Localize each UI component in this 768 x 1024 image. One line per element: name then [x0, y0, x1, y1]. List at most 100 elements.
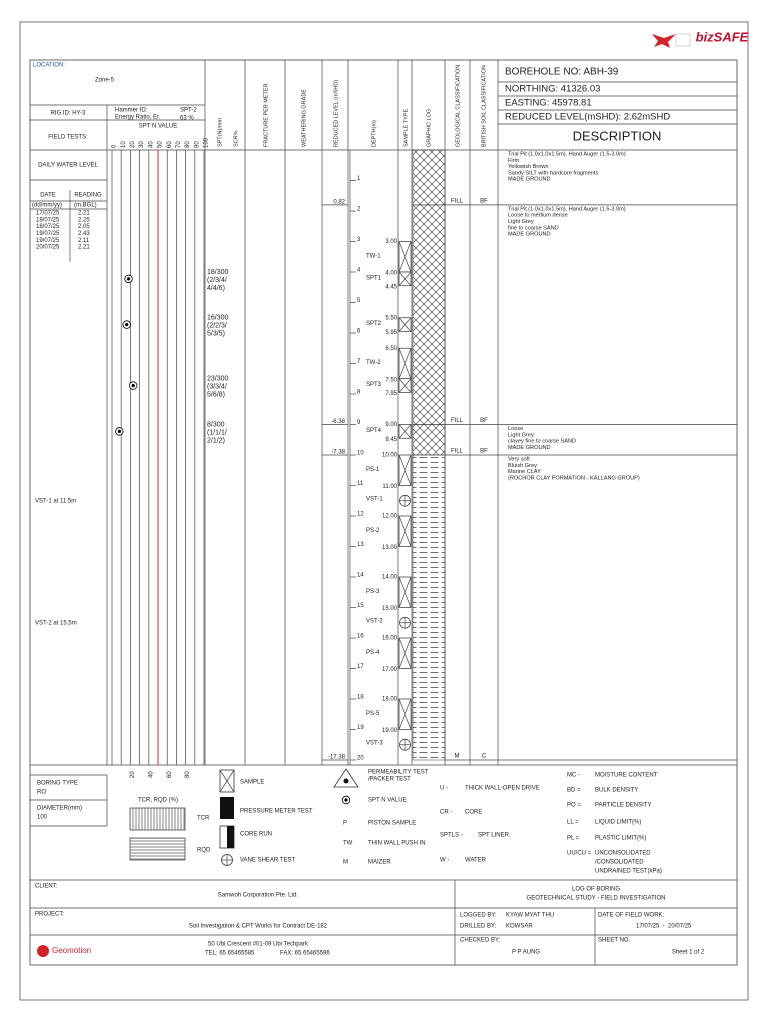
description-line: fine to coarse SAND	[508, 225, 559, 231]
symbol	[398, 515, 412, 547]
spt-tick-label: 10	[121, 141, 127, 148]
label: TW	[343, 841, 353, 847]
sample-name: TW-1	[366, 253, 381, 259]
graphic-log	[412, 424, 446, 456]
spt-blows: 2/1/2)	[207, 437, 225, 444]
label: UNCONSOLIDATED	[595, 851, 651, 857]
spt-point-dot	[125, 323, 129, 327]
spt-tick-label: 90	[194, 141, 200, 148]
description-line: clayey fine to coarse SAND	[508, 439, 576, 445]
label: PISTON SAMPLE	[368, 821, 416, 827]
label: CORE	[465, 810, 482, 816]
label: BD =	[567, 788, 581, 794]
depth-tick-label: 19	[357, 725, 364, 731]
sample-top: 14.00	[382, 575, 398, 581]
depth-tick-label: 5	[357, 298, 361, 304]
description-line: Loose to medium dense	[508, 213, 568, 219]
sample-name: PS-5	[366, 711, 380, 717]
symbol	[219, 769, 235, 793]
column-header: BRITISH SOIL CLASSIFICATION	[481, 65, 487, 147]
sample-top: 5.50	[385, 315, 397, 321]
field-tests: FIELD TESTS:	[48, 135, 88, 141]
spt-tick-label: 50	[158, 141, 164, 148]
legend-symbol-label: VANE SHEAR TEST	[240, 858, 295, 864]
water-reading: 2.11	[78, 238, 90, 244]
depth-tick-label: 4	[357, 268, 361, 274]
label: /CONSOLIDATED	[595, 860, 644, 866]
sample-top: 16.00	[382, 636, 398, 642]
label: UNDRAINED TEST(kPa)	[595, 869, 662, 875]
description-line: Sandy SILT with hardcore fragments	[508, 170, 598, 176]
label: SHEET NO.	[598, 938, 631, 944]
sample-top: 12.00	[382, 514, 398, 520]
label: THICK WALL-OPEN DRIVE	[465, 786, 540, 792]
label: KYAW MYAT THU	[506, 913, 554, 919]
symbol	[398, 698, 412, 730]
depth-tick-label: 16	[357, 634, 364, 640]
spt-tick-label: 80	[185, 141, 191, 148]
water-reading: 2.21	[78, 211, 90, 217]
graphic-log	[412, 454, 446, 761]
depth-tick-label: 6	[357, 329, 361, 335]
label: SPTLS -	[440, 833, 463, 839]
label: P P AUNG	[512, 950, 540, 956]
symbol	[398, 378, 412, 393]
water-date: 18/07/25	[36, 217, 60, 223]
label: 100	[37, 815, 48, 821]
soil-class: BF	[480, 198, 488, 204]
label: NORTHING: 41326.03	[505, 84, 600, 95]
description-line: Trial Pit (1.0x1.0x1.5m), Hand Auger (1.…	[508, 151, 626, 157]
label: Energy Ratio, Er.	[115, 115, 161, 121]
label: (m.BGL)	[74, 203, 97, 209]
spt-tick-label: 40	[148, 141, 154, 148]
sample-name: PS-3	[366, 589, 380, 595]
spt-blows: (2/2/3/	[207, 323, 227, 330]
label: TCR, RQD (%)	[138, 798, 178, 804]
rig-id: RIG ID: HY-3	[51, 111, 86, 117]
legend-symbol-label: SAMPLE	[240, 780, 264, 786]
symbol	[398, 241, 412, 273]
symbol	[398, 637, 412, 669]
sample-bottom: 13.00	[382, 545, 398, 551]
column-header: REDUCED LEVEL (mSHD)	[333, 80, 339, 147]
label: DRILLED BY:	[460, 924, 497, 930]
description-line: Light Grey	[508, 432, 534, 438]
spt-key-dot	[344, 798, 348, 802]
depth-tick-label: 1	[357, 176, 361, 182]
depth-tick-label: 13	[357, 542, 364, 548]
label: REDUCED LEVEL(mSHD): 2.62mSHD	[505, 112, 670, 123]
company-logo	[37, 945, 49, 957]
label: LOGGED BY:	[460, 913, 497, 919]
label: THIN WALL PUSH IN	[368, 841, 426, 847]
spt-tick-label: 20	[130, 141, 136, 148]
legend-tick-label: 60	[167, 771, 173, 778]
sample-name: PS-2	[366, 528, 380, 534]
reduced-level: -6.38	[331, 419, 345, 425]
reduced-level: 0.82	[333, 199, 345, 205]
symbol	[398, 424, 412, 439]
symbol	[398, 317, 412, 332]
sample-top: 10.00	[382, 453, 398, 459]
sample-bottom: 4.45	[385, 284, 397, 290]
label: Soil Investigation & CPT Works for Contr…	[189, 924, 328, 930]
borehole-number: BOREHOLE NO: ABH-39	[505, 67, 619, 78]
permeability-key	[333, 768, 359, 788]
company-logo-text: Geomotion	[52, 946, 91, 955]
spt-tick-label: 0	[112, 144, 118, 148]
water-date: 19/07/25	[36, 231, 60, 237]
rqd-box	[129, 837, 186, 861]
column-header: GRAPHIC LOG	[426, 109, 432, 147]
label: MC -	[567, 773, 580, 779]
sample-name: VST-2	[366, 618, 383, 624]
depth-tick-label: 8	[357, 390, 361, 396]
sample-bottom: 5.95	[385, 330, 397, 336]
label: TCR	[197, 816, 210, 822]
sample-name: VST-1	[366, 496, 383, 502]
pressure-key	[220, 797, 234, 819]
label: PL =	[567, 836, 580, 842]
spt-point-dot	[126, 277, 131, 281]
description-line: Firm	[508, 158, 520, 164]
spt-blows: (3/3/4/	[207, 384, 227, 391]
symbol	[398, 271, 412, 286]
